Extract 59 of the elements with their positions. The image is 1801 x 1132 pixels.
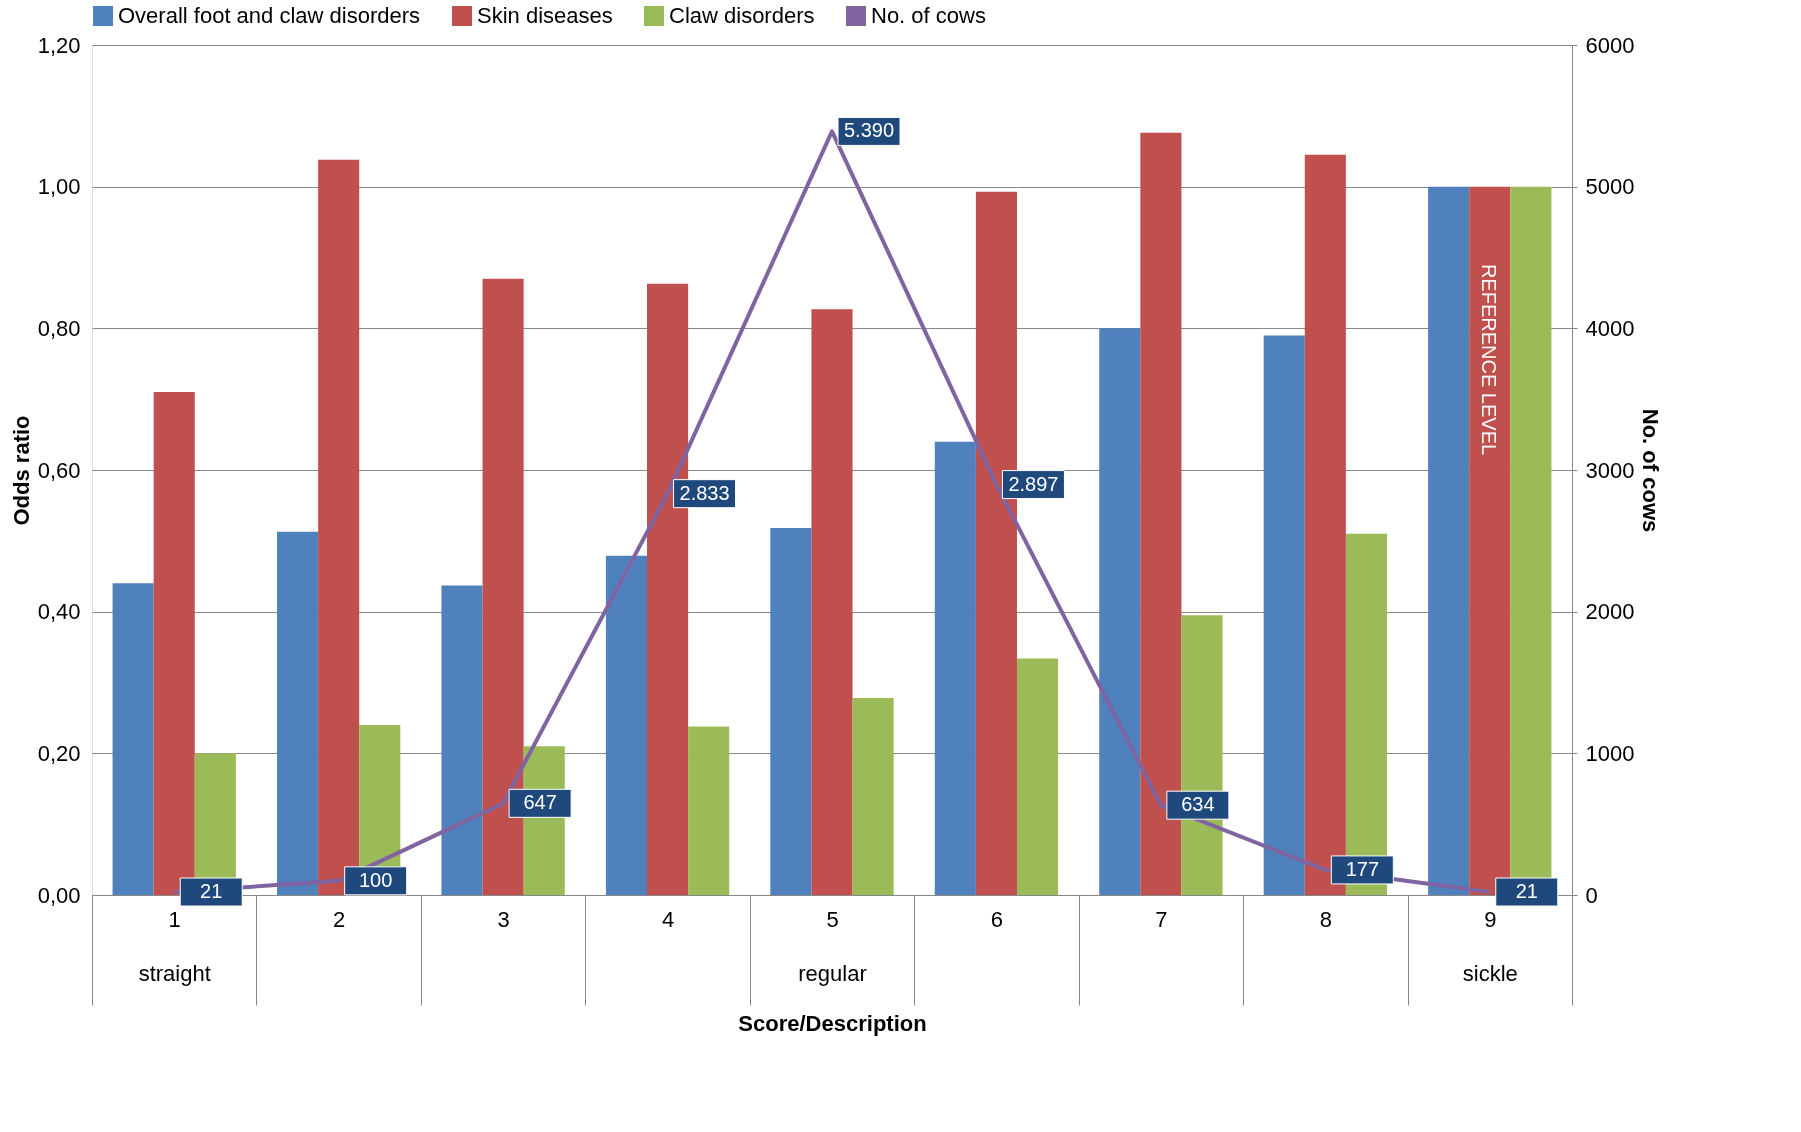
data-label: 2.897 <box>1008 472 1059 495</box>
y-tick-label: 0,60 <box>37 457 81 483</box>
data-label: 21 <box>200 880 223 903</box>
bar <box>934 441 976 895</box>
y-tick-label: 0,40 <box>37 599 81 625</box>
x-axis-title: Score/Description <box>738 1011 927 1036</box>
y-tick-label: 0,00 <box>37 882 81 908</box>
bar <box>1140 132 1182 895</box>
bar <box>1469 186 1511 895</box>
y2-tick-label: 4000 <box>1585 315 1635 341</box>
bar <box>605 555 647 895</box>
data-label: 5.390 <box>843 119 895 142</box>
y2-tick-label: 6000 <box>1585 32 1635 58</box>
bar <box>277 531 319 895</box>
bar <box>1263 335 1305 895</box>
category-label: 9 sickle <box>1462 906 1518 986</box>
data-label: 100 <box>358 868 393 891</box>
category-label: 5 regular <box>798 906 867 986</box>
x-tick-label: 7 <box>1155 906 1168 932</box>
y-tick-label: 0,80 <box>37 315 81 341</box>
legend-label: Skin diseases <box>477 3 613 28</box>
data-label: 647 <box>523 791 557 814</box>
x-tick-label: 8 <box>1319 906 1332 932</box>
data-label: 21 <box>1515 880 1538 903</box>
x-tick-label: 4 <box>661 906 675 932</box>
x-tick-label: 3 <box>497 906 510 932</box>
bar <box>852 698 894 895</box>
y-tick-label: 1,00 <box>37 174 81 200</box>
bar <box>112 583 154 895</box>
bar <box>318 159 360 895</box>
x-tick-label: 6 <box>990 906 1004 932</box>
bar <box>153 392 195 895</box>
y2-tick-label: 2000 <box>1585 599 1635 625</box>
bar <box>688 726 730 895</box>
x-tick-label: 2 <box>333 906 346 932</box>
data-label: 2.833 <box>679 481 730 504</box>
bar <box>1099 328 1141 895</box>
y2-tick-label: 0 <box>1585 882 1598 908</box>
y-tick-label: 0,20 <box>37 740 81 766</box>
bar <box>1017 658 1059 895</box>
bar <box>1428 186 1470 895</box>
y2-axis-title: No. of cows <box>1638 408 1664 533</box>
legend-label: Claw disorders <box>669 3 815 28</box>
bar <box>811 309 853 895</box>
legend-label: No. of cows <box>871 3 986 28</box>
category-label: 1 straight <box>138 906 211 986</box>
data-label: 634 <box>1181 793 1215 816</box>
legend-label: Overall foot and claw disorders <box>118 3 421 28</box>
y2-tick-label: 3000 <box>1585 457 1635 483</box>
bar <box>770 528 812 895</box>
y2-tick-label: 5000 <box>1585 174 1635 200</box>
y-axis-title: Odds ratio <box>8 415 34 526</box>
data-label: 177 <box>1345 857 1380 880</box>
bar <box>482 278 524 895</box>
bar <box>441 585 483 895</box>
y-tick-label: 1,20 <box>37 32 81 58</box>
bar <box>1304 154 1346 895</box>
annotation: REFERENCE LEVEL <box>1477 263 1500 456</box>
y2-tick-label: 1000 <box>1585 740 1635 766</box>
